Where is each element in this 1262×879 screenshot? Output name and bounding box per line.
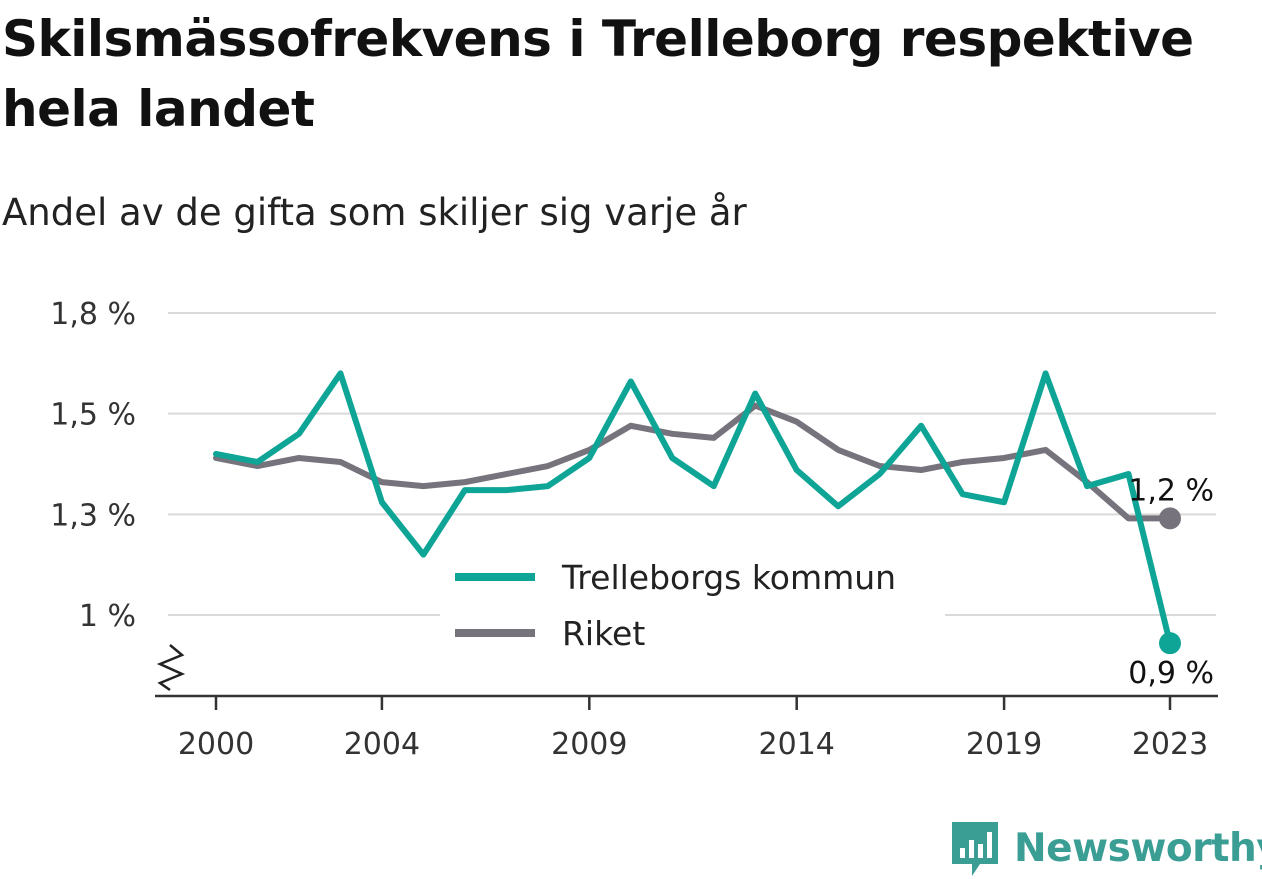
x-tick-label: 2004 [344, 727, 420, 762]
end-markers: 1,2 % 0,9 % [1128, 473, 1214, 691]
legend: Trelleborgs kommun Riket [440, 552, 945, 664]
axis-break-icon [156, 644, 186, 692]
x-axis: 2000 2004 2009 2014 2019 2023 [155, 644, 1218, 762]
legend-label-riket: Riket [562, 614, 645, 653]
y-tick-label: 1,3 % [50, 498, 136, 533]
x-tick-label: 2000 [178, 727, 254, 762]
legend-background [440, 552, 945, 664]
end-marker-trelleborg [1159, 632, 1181, 655]
end-label-trelleborg: 0,9 % [1128, 656, 1214, 691]
x-tick-label: 2009 [551, 727, 627, 762]
chart-title: Skilsmässofrekvens i Trelleborg respekti… [2, 10, 1194, 138]
end-marker-riket [1159, 507, 1181, 530]
y-axis: 1 % 1,3 % 1,5 % 1,8 % [50, 297, 136, 634]
x-tick-label: 2023 [1132, 727, 1208, 762]
newsworthy-logo-icon [952, 822, 998, 876]
end-label-riket: 1,2 % [1128, 473, 1214, 508]
y-tick-label: 1,8 % [50, 297, 136, 332]
brand-name: Newsworthy [1014, 825, 1262, 871]
legend-label-trelleborg: Trelleborgs kommun [561, 558, 896, 597]
x-tick-label: 2014 [759, 727, 835, 762]
series-lines [213, 370, 1173, 647]
y-tick-label: 1,5 % [50, 398, 136, 433]
chart-subtitle: Andel av de gifta som skiljer sig varje … [2, 191, 747, 234]
series-line-trelleborg [213, 370, 1173, 647]
y-tick-label: 1 % [79, 599, 136, 634]
brand: Newsworthy [950, 818, 1262, 878]
grid-lines [168, 312, 1216, 616]
x-tick-label: 2019 [966, 727, 1042, 762]
